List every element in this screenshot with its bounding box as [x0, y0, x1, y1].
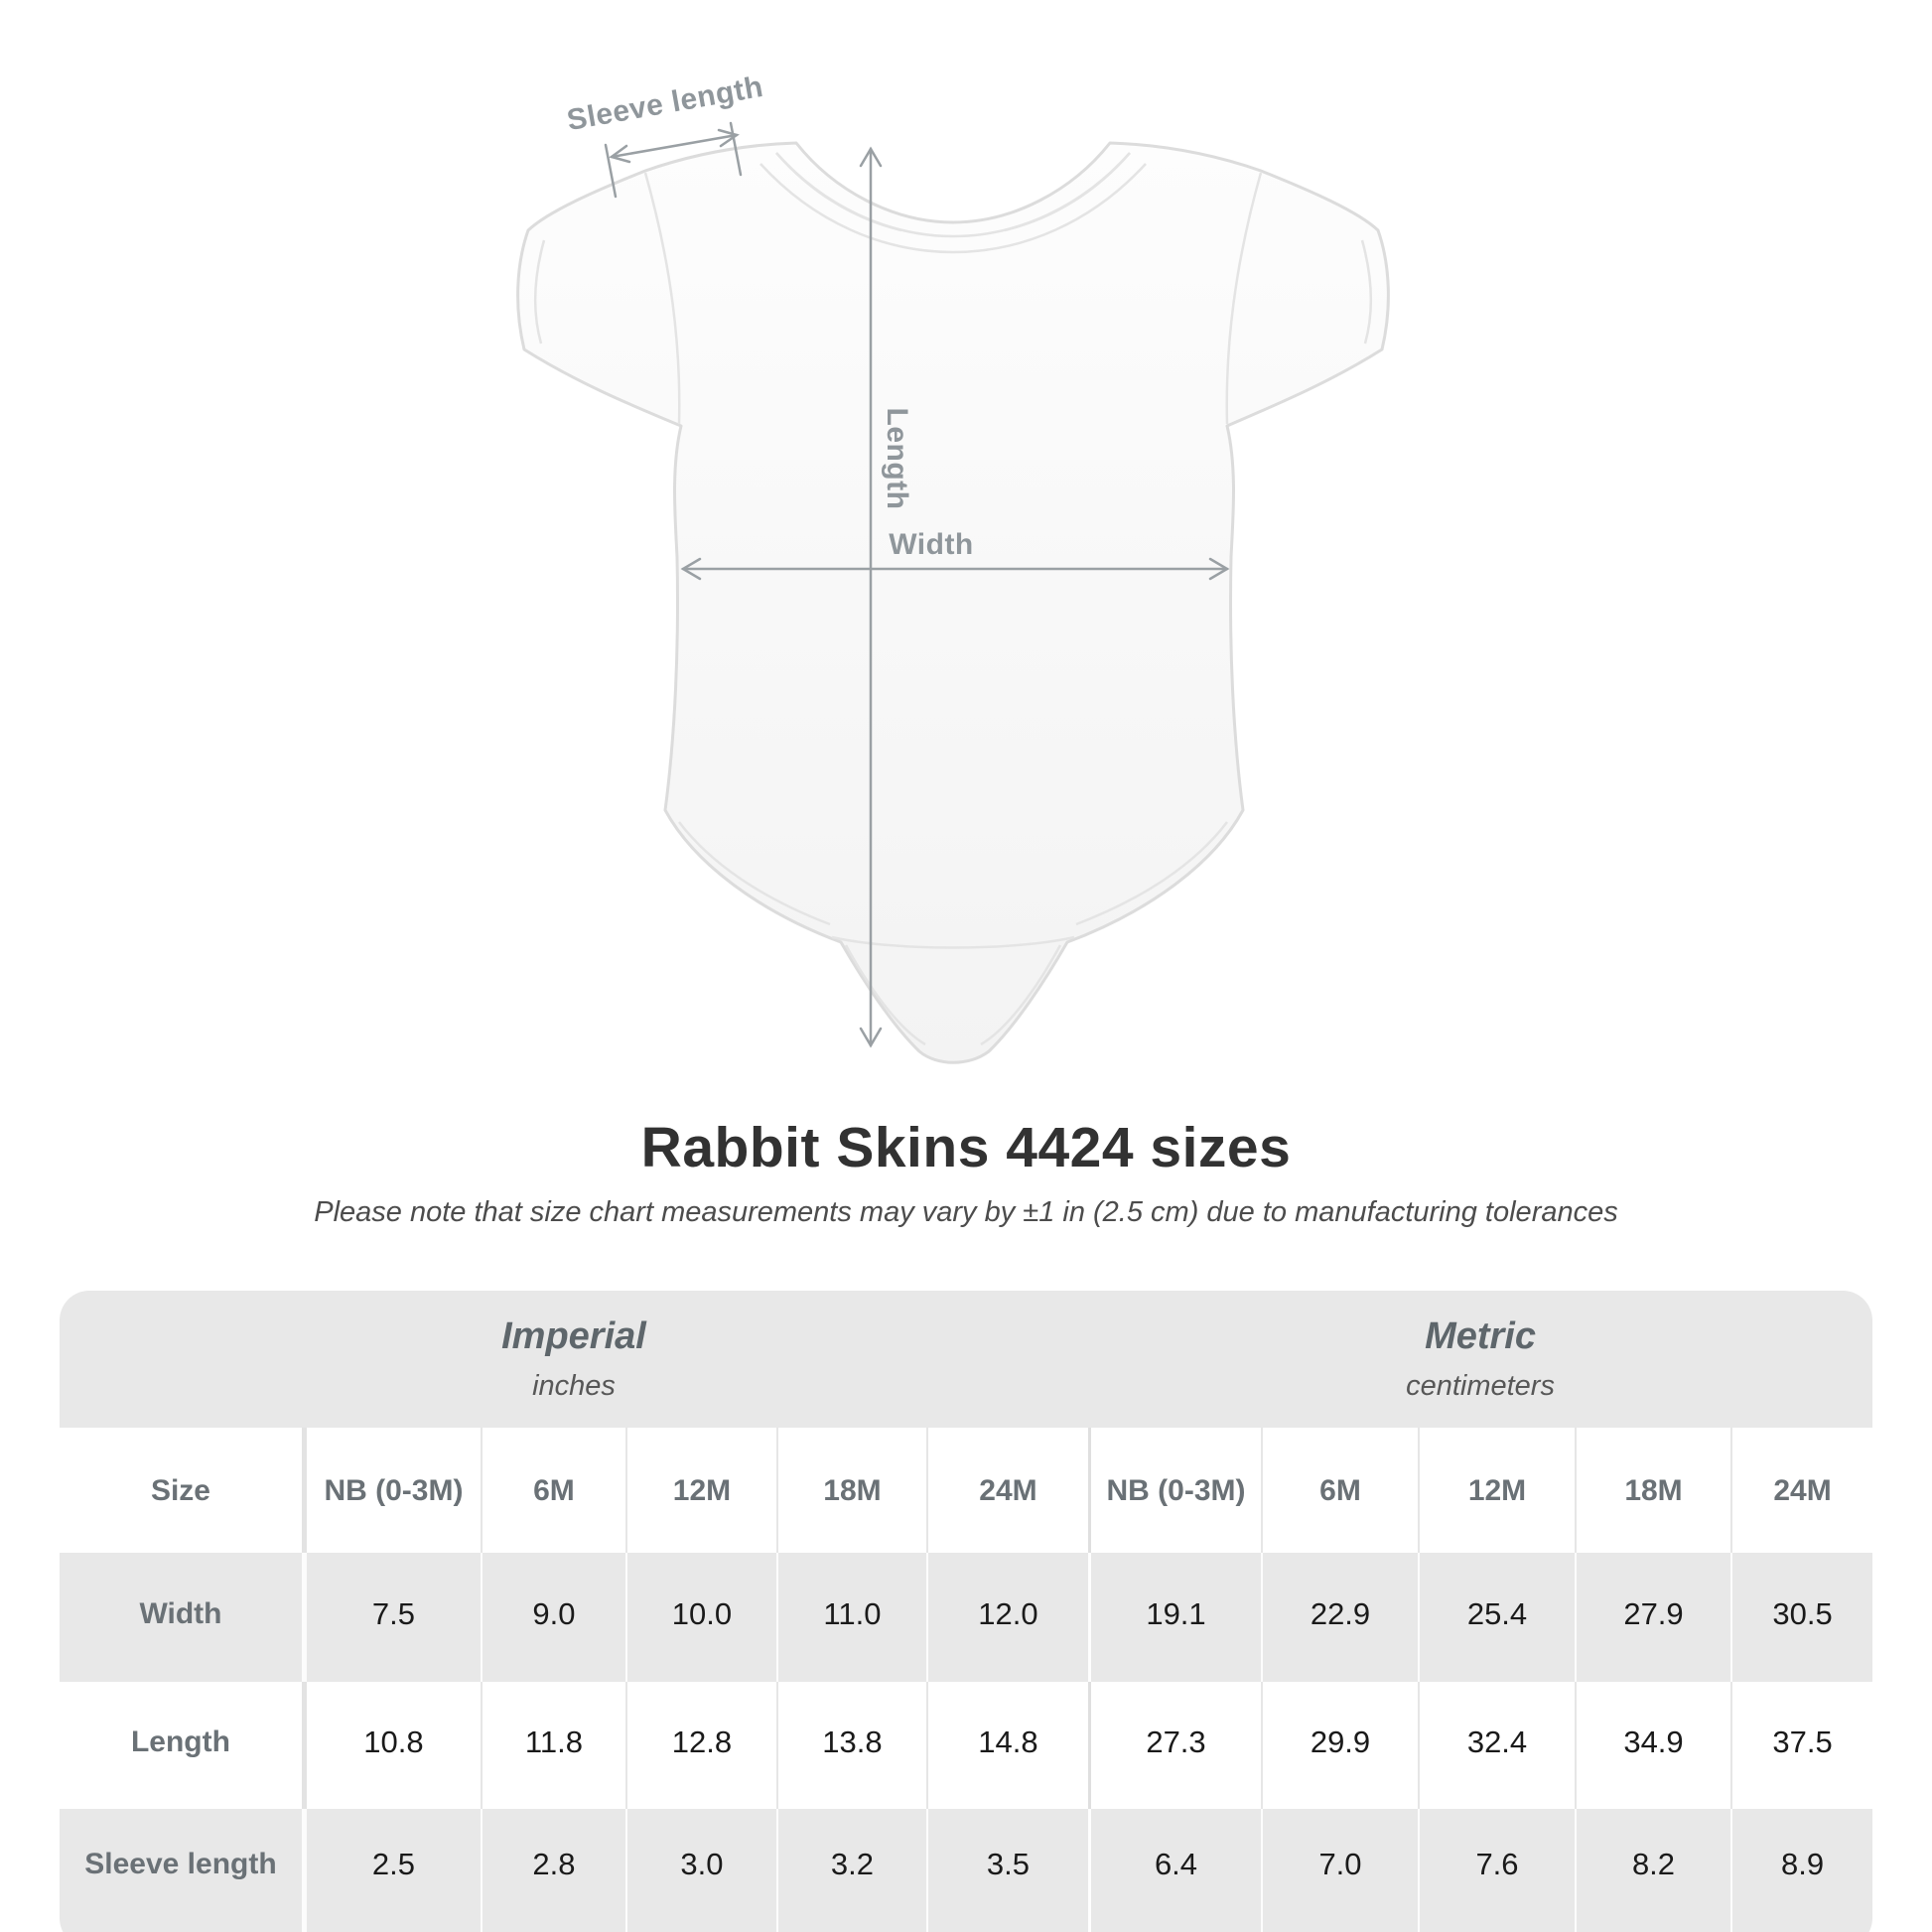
- onesie-illustration: [516, 121, 1390, 1064]
- table-row-length: Length 10.8 11.8 12.8 13.8 14.8 27.3 29.…: [59, 1682, 1873, 1809]
- unit-group-metric: Metric centimeters: [1088, 1291, 1873, 1428]
- width-value-cell: 7.5: [301, 1553, 481, 1682]
- sleeve-value-cell: 3.2: [775, 1809, 926, 1932]
- sleeve-value-cell: 8.9: [1730, 1809, 1873, 1932]
- col-header-18m-imperial: 18M: [775, 1428, 926, 1553]
- tolerance-note: Please note that size chart measurements…: [314, 1196, 1618, 1228]
- size-table: Imperial inches Metric centimeters Size …: [59, 1291, 1873, 1932]
- size-column-header: Size: [59, 1428, 302, 1553]
- length-value-cell: 11.8: [480, 1682, 625, 1809]
- measurement-arrows: [604, 121, 1230, 1048]
- width-value-cell: 11.0: [775, 1553, 926, 1682]
- length-value-cell: 34.9: [1575, 1682, 1730, 1809]
- length-value-cell: 13.8: [775, 1682, 926, 1809]
- length-value-cell: 37.5: [1730, 1682, 1873, 1809]
- unit-metric-sublabel: centimeters: [1406, 1370, 1555, 1402]
- unit-header-row: Imperial inches Metric centimeters: [59, 1291, 1873, 1428]
- col-header-nb-metric: NB (0-3M): [1088, 1428, 1261, 1553]
- col-header-18m-metric: 18M: [1575, 1428, 1730, 1553]
- unit-metric-label: Metric: [1425, 1315, 1536, 1357]
- width-arrow: [680, 557, 1230, 581]
- col-header-6m-imperial: 6M: [480, 1428, 625, 1553]
- col-header-6m-metric: 6M: [1261, 1428, 1418, 1553]
- col-header-nb-imperial: NB (0-3M): [301, 1428, 481, 1553]
- length-value-cell: 14.8: [925, 1682, 1088, 1809]
- col-header-12m-metric: 12M: [1418, 1428, 1575, 1553]
- sleeve-value-cell: 3.0: [624, 1809, 776, 1932]
- col-header-12m-imperial: 12M: [624, 1428, 776, 1553]
- sleeve-value-cell: 7.0: [1261, 1809, 1418, 1932]
- unit-group-imperial: Imperial inches: [59, 1291, 1088, 1428]
- sleeve-value-cell: 6.4: [1088, 1809, 1261, 1932]
- column-header-row: Size NB (0-3M) 6M 12M 18M 24M NB (0-3M) …: [59, 1428, 1873, 1553]
- width-value-cell: 27.9: [1575, 1553, 1730, 1682]
- page-title: Rabbit Skins 4424 sizes: [640, 1116, 1292, 1179]
- unit-imperial-sublabel: inches: [532, 1370, 616, 1402]
- row-label-length: Length: [59, 1682, 302, 1809]
- sleeve-value-cell: 2.8: [480, 1809, 625, 1932]
- length-value-cell: 32.4: [1418, 1682, 1575, 1809]
- sleeve-value-cell: 7.6: [1418, 1809, 1575, 1932]
- length-label: Length: [881, 407, 913, 510]
- size-diagram: Sleeve length Length Width: [516, 70, 1390, 1064]
- width-value-cell: 12.0: [925, 1553, 1088, 1682]
- length-value-cell: 27.3: [1088, 1682, 1261, 1809]
- table-row-width: Width 7.5 9.0 10.0 11.0 12.0 19.1 22.9 2…: [59, 1553, 1873, 1682]
- sleeve-value-cell: 2.5: [301, 1809, 481, 1932]
- width-value-cell: 19.1: [1088, 1553, 1261, 1682]
- width-value-cell: 30.5: [1730, 1553, 1873, 1682]
- table-row-sleeve-length: Sleeve length 2.5 2.8 3.0 3.2 3.5 6.4 7.…: [59, 1809, 1873, 1932]
- width-label: Width: [889, 528, 974, 561]
- row-label-width: Width: [59, 1553, 302, 1682]
- onesie-seams: [534, 152, 1372, 1046]
- length-arrow: [859, 146, 883, 1048]
- col-header-24m-metric: 24M: [1730, 1428, 1873, 1553]
- width-value-cell: 25.4: [1418, 1553, 1575, 1682]
- sleeve-length-arrow: [604, 121, 743, 199]
- col-header-24m-imperial: 24M: [925, 1428, 1088, 1553]
- length-value-cell: 10.8: [301, 1682, 481, 1809]
- length-value-cell: 12.8: [624, 1682, 776, 1809]
- width-value-cell: 10.0: [624, 1553, 776, 1682]
- width-value-cell: 22.9: [1261, 1553, 1418, 1682]
- unit-imperial-label: Imperial: [501, 1315, 646, 1357]
- row-label-sleeve-length: Sleeve length: [59, 1809, 302, 1932]
- sleeve-value-cell: 3.5: [925, 1809, 1088, 1932]
- width-value-cell: 9.0: [480, 1553, 625, 1682]
- length-value-cell: 29.9: [1261, 1682, 1418, 1809]
- onesie-body: [516, 141, 1390, 1064]
- sleeve-value-cell: 8.2: [1575, 1809, 1730, 1932]
